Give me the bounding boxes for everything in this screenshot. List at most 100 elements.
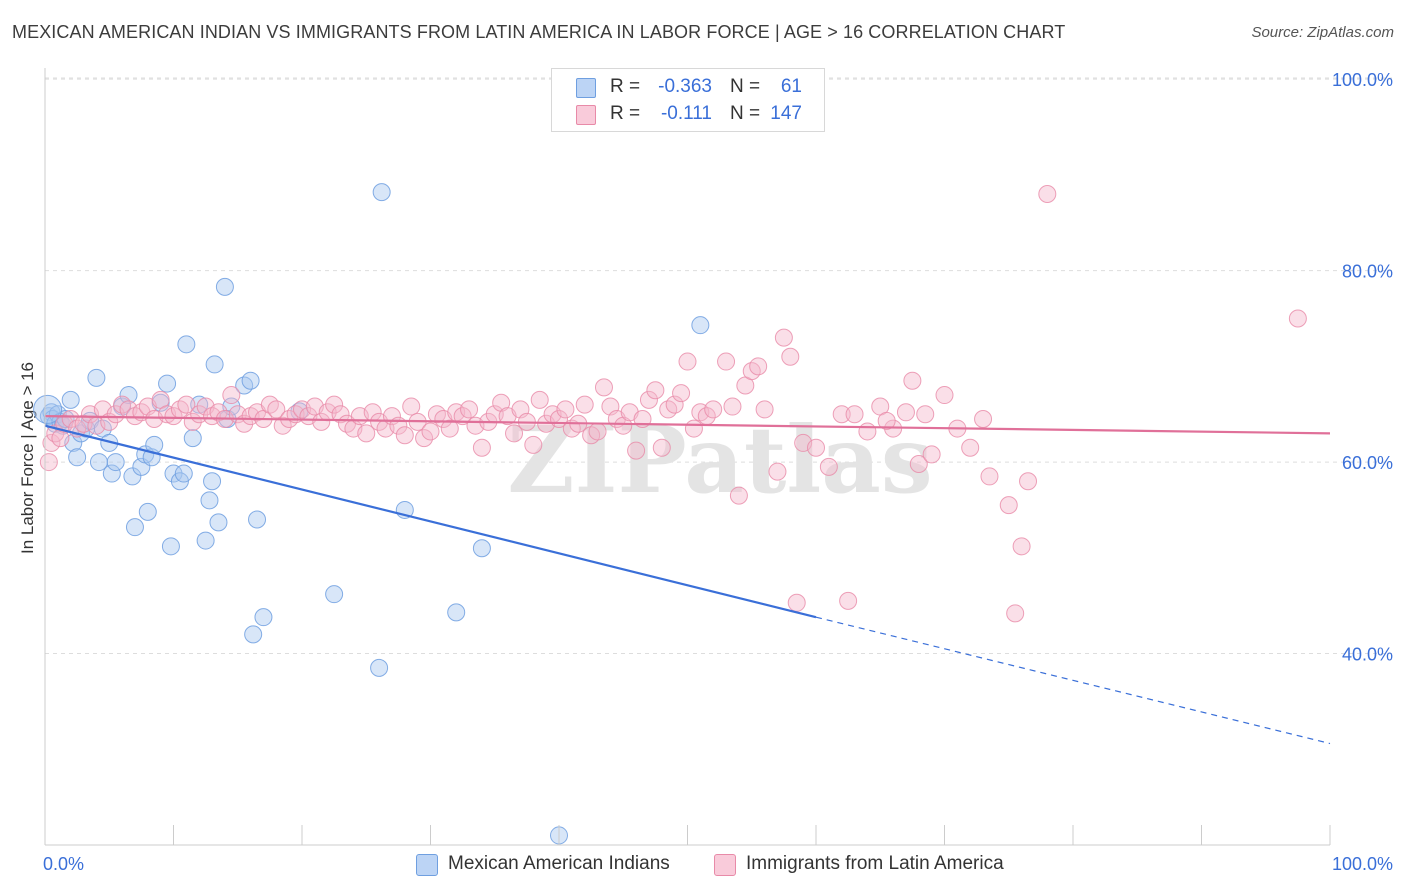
chart-title: MEXICAN AMERICAN INDIAN VS IMMIGRANTS FR… [12, 22, 1066, 42]
legend-n-value: 61 [780, 76, 802, 97]
legend-r-label: R = [610, 103, 641, 124]
data-point-immigrants [832, 405, 851, 424]
data-point-mexican-american-indians [119, 386, 138, 405]
data-point-immigrants [530, 390, 549, 409]
legend-n-label: N = [730, 103, 761, 124]
data-point-immigrants [415, 429, 434, 448]
data-point-immigrants [627, 441, 646, 460]
data-point-immigrants [440, 419, 459, 438]
data-point-immigrants [839, 591, 858, 610]
data-point-immigrants [774, 328, 793, 347]
data-point-mexican-american-indians [123, 467, 142, 486]
data-point-immigrants [652, 438, 671, 457]
data-point-mexican-american-indians [241, 371, 260, 390]
data-point-immigrants [768, 462, 787, 481]
data-point-immigrants [164, 407, 183, 426]
axes [44, 68, 1331, 846]
data-point-mexican-american-indians [138, 502, 157, 521]
source-credit: Source: ZipAtlas.com [1251, 24, 1394, 41]
data-point-mexican-american-indians [177, 335, 196, 354]
data-point-immigrants [646, 381, 665, 400]
data-point-immigrants [672, 384, 691, 403]
data-point-immigrants [395, 426, 414, 445]
y-tick-label: 40.0% [1342, 645, 1393, 665]
y-tick-label: 100.0% [1332, 70, 1393, 90]
data-point-immigrants [999, 496, 1018, 515]
data-point-immigrants [807, 438, 825, 457]
data-point-immigrants [39, 453, 58, 472]
data-point-mexican-american-indians [87, 368, 106, 387]
data-point-immigrants [1012, 537, 1031, 556]
series-swatch-blue [416, 854, 438, 876]
legend-row-immigrants-latin-america: R = -0.111 N = 147 [552, 101, 824, 127]
data-point-immigrants [556, 400, 575, 419]
legend-n-label: N = [730, 76, 761, 97]
series-swatch-pink [714, 854, 736, 876]
correlation-legend: R = -0.363 N = 61 R = -0.111 N = 147 [551, 68, 825, 132]
data-point-immigrants [916, 405, 935, 424]
data-point-immigrants [729, 486, 748, 505]
trend-lines [44, 415, 1331, 745]
data-point-immigrants [177, 395, 196, 414]
data-point-immigrants [755, 400, 774, 419]
data-point-immigrants [325, 395, 344, 414]
data-point-mexican-american-indians [68, 448, 87, 467]
data-point-immigrants [819, 457, 838, 476]
data-point-immigrants [588, 422, 607, 441]
data-point-mexican-american-indians [244, 625, 263, 644]
legend-swatch-pink [576, 105, 596, 125]
data-point-immigrants [402, 397, 421, 416]
data-point-mexican-american-indians [106, 453, 125, 472]
data-point-mexican-american-indians [200, 491, 219, 510]
data-point-immigrants [717, 352, 736, 371]
legend-r-value: -0.363 [658, 76, 712, 97]
data-point-mexican-american-indians [161, 537, 180, 556]
data-point-mexican-american-indians [158, 374, 177, 393]
data-point-immigrants [787, 593, 806, 612]
data-point-mexican-american-indians [209, 513, 228, 532]
data-point-mexican-american-indians [254, 608, 273, 627]
data-point-immigrants [222, 386, 241, 405]
data-point-immigrants [594, 378, 613, 397]
data-point-mexican-american-indians [372, 183, 391, 202]
data-point-immigrants [460, 400, 479, 419]
data-point-immigrants [845, 405, 864, 424]
data-point-mexican-american-indians [183, 429, 202, 448]
data-point-immigrants [858, 422, 877, 441]
data-point-immigrants [877, 411, 896, 430]
data-point-immigrants [273, 416, 292, 435]
data-point-mexican-american-indians [102, 464, 121, 483]
data-point-immigrants [209, 403, 228, 422]
data-point-immigrants [1038, 185, 1057, 204]
data-point-mexican-american-indians [325, 585, 344, 604]
immigrants-latin-america-points [39, 185, 1307, 623]
data-point-immigrants [575, 395, 594, 414]
data-point-mexican-american-indians [248, 510, 267, 529]
data-point-mexican-american-indians [61, 390, 80, 409]
x-tick-label: 0.0% [43, 854, 84, 874]
data-point-immigrants [909, 454, 928, 473]
data-point-immigrants [980, 467, 999, 486]
data-point-mexican-american-indians [190, 395, 209, 414]
data-point-immigrants [935, 386, 954, 405]
data-point-immigrants [267, 400, 286, 419]
series-legend: Mexican American Indians Immigrants from… [0, 852, 1406, 878]
data-point-mexican-american-indians [205, 355, 224, 374]
data-point-immigrants [331, 405, 350, 424]
legend-row-mexican-american-indians: R = -0.363 N = 61 [552, 74, 824, 100]
legend-r-label: R = [610, 76, 641, 97]
data-point-immigrants [453, 407, 472, 426]
data-point-immigrants [1288, 309, 1307, 328]
data-point-immigrants [472, 438, 491, 457]
data-point-mexican-american-indians [174, 464, 193, 483]
data-point-immigrants [421, 422, 440, 441]
data-point-immigrants [505, 424, 524, 443]
data-point-mexican-american-indians [370, 658, 389, 677]
legend-swatch-blue [576, 78, 596, 98]
trend-line-extension-mexican-american-indians [815, 616, 1331, 745]
data-point-mexican-american-indians [215, 277, 234, 296]
y-tick-label: 80.0% [1342, 262, 1393, 282]
data-point-immigrants [357, 424, 376, 443]
data-point-immigrants [704, 400, 723, 419]
